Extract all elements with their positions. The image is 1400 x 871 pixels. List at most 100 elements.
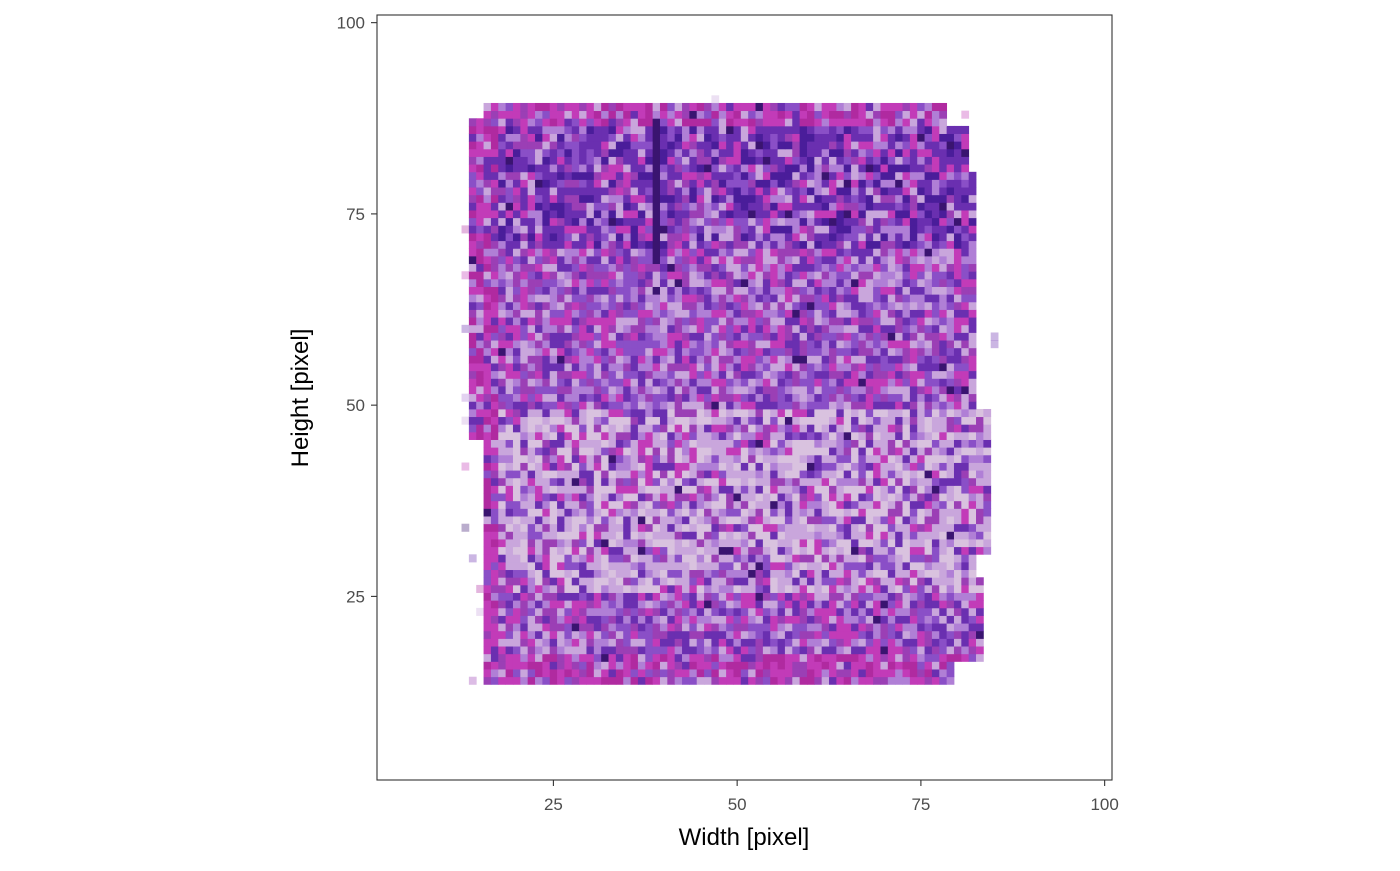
heatmap-tile <box>733 546 742 555</box>
heatmap-tile <box>851 653 859 662</box>
heatmap-tile <box>770 317 778 326</box>
heatmap-tile <box>505 171 514 180</box>
heatmap-tile <box>696 294 705 303</box>
heatmap-tile <box>682 217 690 226</box>
heatmap-tile <box>645 217 654 226</box>
heatmap-tile <box>953 630 962 639</box>
heatmap-tile <box>968 340 977 349</box>
heatmap-tile <box>512 561 521 571</box>
heatmap-tile <box>814 630 823 639</box>
heatmap-tile <box>924 653 933 662</box>
heatmap-tile <box>674 278 683 287</box>
heatmap-tile <box>498 630 507 639</box>
heatmap-tile <box>909 401 918 410</box>
heatmap-tile <box>608 386 617 395</box>
heatmap-tile <box>718 301 727 310</box>
heatmap-tile <box>821 561 830 571</box>
heatmap-tile <box>880 378 889 387</box>
heatmap-tile <box>615 485 624 494</box>
heatmap-tile <box>770 133 778 142</box>
heatmap-tile <box>762 370 771 379</box>
heatmap-tile <box>939 301 948 310</box>
heatmap-tile <box>865 477 874 486</box>
heatmap-tile <box>637 309 646 318</box>
heatmap-tile <box>505 378 514 387</box>
heatmap-tile <box>718 255 727 265</box>
heatmap-tile <box>917 630 925 639</box>
heatmap-tile <box>946 546 955 555</box>
heatmap-tile <box>784 248 793 257</box>
heatmap-tile <box>887 401 896 410</box>
heatmap-tile <box>652 179 661 188</box>
heatmap-tile <box>505 462 514 471</box>
heatmap-tile <box>630 347 639 356</box>
heatmap-tile <box>924 607 933 616</box>
heatmap-tile <box>689 607 698 616</box>
heatmap-tile <box>659 133 668 142</box>
heatmap-tile <box>909 669 918 678</box>
heatmap-tile <box>718 347 727 356</box>
heatmap-tile <box>939 355 948 364</box>
heatmap-tile <box>579 355 587 364</box>
heatmap-tile <box>887 500 896 509</box>
heatmap-tile <box>564 523 573 532</box>
heatmap-tile <box>711 393 720 402</box>
heatmap-tile <box>498 447 507 456</box>
heatmap-tile <box>593 661 602 670</box>
heatmap-tile <box>659 561 668 571</box>
heatmap-tile <box>674 531 683 540</box>
heatmap-tile <box>667 263 676 272</box>
heatmap-tile <box>564 607 573 616</box>
heatmap-tile <box>564 401 573 410</box>
heatmap-tile <box>931 294 940 303</box>
heatmap-tile <box>542 661 551 670</box>
heatmap-tile <box>799 676 808 685</box>
heatmap-tile <box>843 516 852 525</box>
heatmap-tile <box>645 133 654 142</box>
heatmap-tile <box>490 516 499 525</box>
heatmap-tile <box>689 401 698 410</box>
heatmap-tile <box>652 623 661 632</box>
heatmap-tile <box>770 210 778 219</box>
heatmap-tile <box>512 194 521 203</box>
heatmap-tile <box>659 210 668 219</box>
heatmap-tile <box>740 577 749 586</box>
heatmap-tile <box>873 615 881 624</box>
heatmap-tile <box>490 669 499 678</box>
heatmap-tile <box>593 447 602 456</box>
heatmap-tile <box>535 630 543 639</box>
heatmap-tile <box>755 500 764 509</box>
heatmap-tile <box>931 240 940 249</box>
heatmap-tile <box>652 278 661 287</box>
heatmap-tile <box>711 233 720 242</box>
heatmap-tile <box>792 370 801 379</box>
heatmap-tile <box>674 179 683 188</box>
heatmap-tile <box>762 278 771 287</box>
heatmap-tile <box>520 125 529 134</box>
heatmap-tile <box>851 416 859 425</box>
heatmap-tile <box>880 607 889 616</box>
heatmap-tile <box>586 187 595 196</box>
heatmap-tile <box>520 531 529 540</box>
heatmap-tile <box>704 386 712 395</box>
heatmap-tile <box>593 217 602 226</box>
heatmap-tile <box>505 194 514 203</box>
heatmap-tile <box>711 401 720 410</box>
heatmap-tile <box>564 615 573 624</box>
heatmap-tile <box>549 485 558 494</box>
heatmap-tile <box>873 324 881 333</box>
heatmap-tile <box>887 386 896 395</box>
heatmap-tile <box>490 607 499 616</box>
heatmap-tile <box>733 324 742 333</box>
heatmap-tile <box>968 561 977 571</box>
heatmap-tile <box>983 447 992 456</box>
heatmap-tile <box>939 240 948 249</box>
heatmap-tile <box>917 386 925 395</box>
heatmap-tile <box>939 424 948 433</box>
heatmap-tile <box>527 424 536 433</box>
heatmap-tile <box>762 623 771 632</box>
heatmap-tile <box>512 187 521 196</box>
heatmap-tile <box>645 493 654 502</box>
heatmap-tile <box>865 531 874 540</box>
heatmap-tile <box>843 332 852 341</box>
